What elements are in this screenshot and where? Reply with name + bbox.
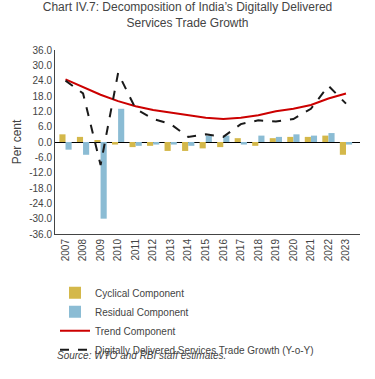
svg-text:Cyclical Component: Cyclical Component	[95, 288, 184, 299]
svg-text:Trend Component: Trend Component	[95, 326, 175, 337]
svg-text:2008: 2008	[77, 239, 88, 262]
svg-text:-18.0: -18.0	[29, 183, 52, 194]
svg-text:2018: 2018	[253, 239, 264, 262]
svg-text:2010: 2010	[112, 239, 123, 262]
svg-text:24.0: 24.0	[33, 75, 53, 86]
svg-text:2023: 2023	[340, 239, 351, 262]
svg-text:30.0: 30.0	[33, 60, 53, 71]
svg-text:2017: 2017	[235, 239, 246, 262]
svg-text:2007: 2007	[60, 239, 71, 262]
svg-text:2021: 2021	[305, 239, 316, 262]
svg-text:Per cent: Per cent	[10, 119, 24, 164]
svg-text:2020: 2020	[288, 239, 299, 262]
svg-text:0.0: 0.0	[38, 137, 52, 148]
svg-text:2019: 2019	[270, 239, 281, 262]
svg-text:Digitally Delivered Services T: Digitally Delivered Services Trade Growt…	[95, 345, 314, 356]
svg-text:2009: 2009	[95, 239, 106, 262]
svg-text:2022: 2022	[323, 239, 334, 262]
svg-text:18.0: 18.0	[33, 91, 53, 102]
svg-text:12.0: 12.0	[33, 106, 53, 117]
svg-text:6.0: 6.0	[38, 121, 52, 132]
svg-text:-6.0: -6.0	[35, 152, 53, 163]
svg-text:-12.0: -12.0	[29, 167, 52, 178]
svg-text:Source: WTO and RBI staff esti: Source: WTO and RBI staff estimates.	[57, 350, 226, 361]
svg-text:Chart IV.7: Decomposition of I: Chart IV.7: Decomposition of India’s Dig…	[43, 0, 332, 30]
svg-text:-24.0: -24.0	[29, 198, 52, 209]
svg-text:36.0: 36.0	[33, 45, 53, 56]
svg-text:-30.0: -30.0	[29, 213, 52, 224]
svg-text:2015: 2015	[200, 239, 211, 262]
svg-text:2016: 2016	[218, 239, 229, 262]
svg-text:2013: 2013	[165, 239, 176, 262]
svg-text:Residual Component: Residual Component	[95, 307, 189, 318]
svg-text:2011: 2011	[130, 239, 141, 261]
svg-text:2014: 2014	[182, 239, 193, 262]
svg-text:2012: 2012	[147, 239, 158, 262]
svg-text:-36.0: -36.0	[29, 229, 52, 240]
